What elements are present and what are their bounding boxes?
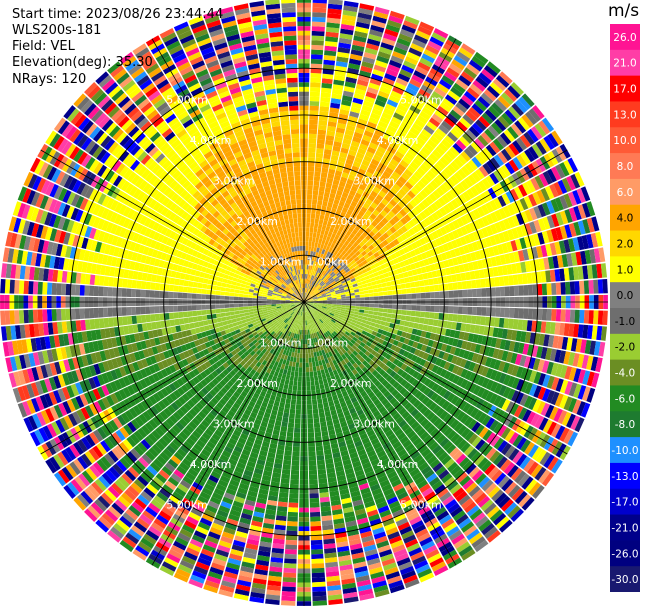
nrays-label: NRays: 120 (12, 72, 87, 87)
range-ring-label: 3.00km (353, 175, 395, 188)
range-ring-label: 1.00km (307, 337, 349, 350)
colorbar-swatch (610, 178, 640, 206)
colorbar-tick-label: 1.0 (617, 264, 634, 276)
instrument-label: WLS200s-181 (12, 23, 102, 38)
colorbar-swatch (610, 462, 640, 490)
range-ring-label: 4.00km (190, 458, 232, 471)
colorbar-tick-label: 4.0 (617, 213, 634, 225)
colorbar-swatch (610, 256, 640, 283)
colorbar-swatch (610, 437, 640, 464)
colorbar-tick-label: 26.0 (613, 32, 636, 44)
colorbar-swatch (610, 514, 640, 541)
colorbar-swatch (610, 411, 640, 438)
range-ring-label: 4.00km (190, 134, 232, 147)
colorbar-swatch (610, 204, 640, 232)
colorbar-tick-label: -21.0 (611, 523, 638, 535)
colorbar-tick-label: -30.0 (611, 574, 638, 586)
colorbar-tick-label: 8.0 (617, 161, 634, 173)
range-ring-label: 2.00km (236, 215, 278, 228)
range-ring-label: 3.00km (213, 418, 255, 431)
velocity-gates (0, 0, 608, 606)
colorbar-swatch (610, 488, 640, 516)
colorbar-tick-label: 2.0 (617, 239, 634, 251)
range-rings: 1.00km 1.00km 1.00km 1.00km 2.00km 2.00km 2.00… (69, 67, 539, 537)
colorbar-tick-label: -8.0 (615, 419, 636, 431)
colorbar-tick-label: 6.0 (617, 187, 634, 199)
colorbar-swatch (610, 308, 640, 335)
colorbar-tick-label: -6.0 (615, 393, 636, 405)
range-ring (69, 67, 539, 537)
colorbar-tick-label: -4.0 (615, 368, 636, 380)
range-ring (256, 254, 352, 350)
colorbar-unit: m/s (608, 1, 640, 21)
range-ring (163, 161, 445, 443)
colorbar-swatch (610, 101, 640, 128)
azimuth-spokes (0, 0, 608, 606)
colorbar-swatch (610, 540, 640, 567)
colorbar-swatch (610, 75, 640, 102)
colorbar-tick-label: -13.0 (611, 471, 638, 483)
range-ring-label: 2.00km (330, 215, 372, 228)
colorbar-tick-label: -10.0 (611, 445, 638, 457)
colorbar-swatch (610, 153, 640, 180)
start-time-label: Start time: 2023/08/26 23:44:44 (12, 7, 224, 22)
range-ring-label: 3.00km (213, 175, 255, 188)
colorbar-tick-label: -2.0 (615, 342, 636, 354)
colorbar-swatch (610, 385, 640, 412)
range-ring-label: 5.00km (166, 94, 208, 107)
colorbar-tick-label: 13.0 (613, 109, 636, 121)
colorbar-swatch (610, 24, 640, 51)
colorbar-swatch (610, 359, 640, 386)
range-ring-label: 5.00km (400, 94, 442, 107)
colorbar-tick-label: -17.0 (611, 497, 638, 509)
range-ring-label: 1.00km (260, 337, 302, 350)
range-ring-label: 5.00km (400, 499, 442, 512)
colorbar-swatch (610, 230, 640, 257)
range-ring-label: 5.00km (166, 499, 208, 512)
colorbar-tick-label: 10.0 (613, 135, 636, 147)
colorbar-swatch (610, 282, 640, 309)
colorbar-swatch (610, 49, 640, 77)
range-ring-label: 1.00km (307, 256, 349, 269)
colorbar-tick-label: -1.0 (615, 316, 636, 328)
range-ring (210, 208, 398, 396)
range-ring-label: 2.00km (330, 377, 372, 390)
field-label: Field: VEL (12, 39, 75, 54)
range-ring (116, 114, 492, 490)
colorbar-tick-label: -26.0 (611, 548, 638, 560)
colorbar-swatch (610, 566, 640, 592)
velocity-colorbar: 26.0 21.0 17.0 13.0 10.0 8.0 6.0 4.0 2.0 1.0 0.0 -1… (610, 24, 640, 592)
range-ring-label: 3.00km (353, 418, 395, 431)
colorbar-swatch (610, 333, 640, 361)
colorbar-swatch (610, 127, 640, 154)
range-ring-label: 1.00km (260, 256, 302, 269)
range-ring-label: 2.00km (236, 377, 278, 390)
range-ring-label: 4.00km (377, 458, 419, 471)
elevation-label: Elevation(deg): 35.30 (12, 55, 153, 70)
colorbar-tick-label: 17.0 (613, 84, 636, 96)
range-ring-label: 4.00km (377, 134, 419, 147)
colorbar-tick-label: 21.0 (613, 58, 636, 70)
colorbar-tick-label: 0.0 (617, 290, 634, 302)
